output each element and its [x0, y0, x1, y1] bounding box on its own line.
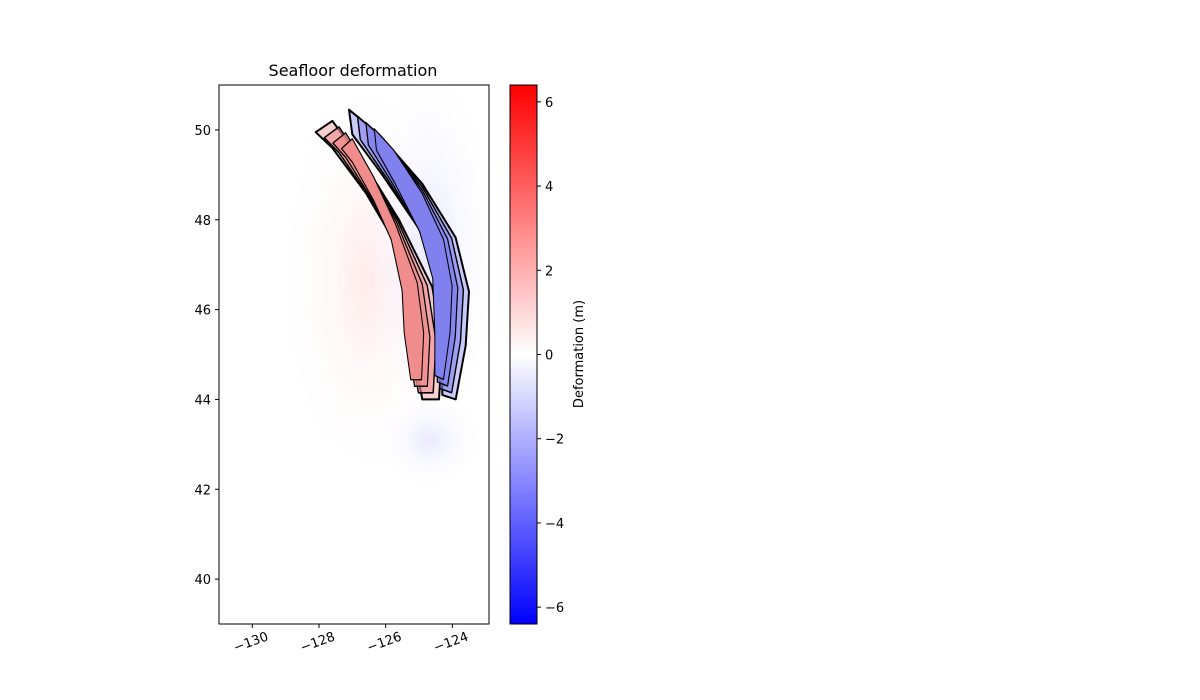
colorbar-tick-label: −6 [545, 601, 564, 616]
y-tick-label: 48 [194, 214, 211, 229]
chart-title: Seafloor deformation [269, 61, 438, 80]
x-tick-label: −124 [432, 630, 471, 656]
colorbar-tick-label: 4 [545, 180, 553, 195]
subsidence-band-contour-4 [373, 128, 453, 381]
subsidence-halo-south [375, 390, 485, 490]
plot-area [219, 85, 489, 624]
colorbar-tick-label: −4 [545, 517, 564, 532]
y-axis: 40 42 44 46 48 50 [194, 124, 219, 588]
colorbar-tick-label: 6 [545, 96, 553, 111]
uplift-band-contour-4 [340, 138, 425, 381]
uplift-band [314, 119, 444, 401]
colorbar-label: Deformation (m) [572, 300, 587, 408]
x-tick-label: −130 [232, 630, 271, 656]
subsidence-band [348, 108, 470, 401]
y-tick-label: 44 [194, 393, 211, 408]
x-axis: −130 −128 −126 −124 [232, 624, 471, 656]
deformation-bands [314, 108, 470, 401]
colorbar-gradient [510, 85, 537, 624]
colorbar-tick-label: 0 [545, 349, 553, 364]
colorbar: −6 −4 −2 0 2 4 6 Deformation (m) [509, 84, 587, 625]
colorbar-tick-label: 2 [545, 264, 553, 279]
x-tick-label: −126 [365, 630, 404, 656]
plot-frame [218, 84, 490, 625]
colorbar-tick-label: −2 [545, 433, 564, 448]
y-tick-label: 40 [194, 573, 211, 588]
y-tick-label: 50 [194, 124, 211, 139]
x-tick-label: −128 [298, 630, 337, 656]
colorbar-ticks: −6 −4 −2 0 2 4 6 [537, 96, 564, 616]
y-tick-label: 42 [194, 483, 211, 498]
y-tick-label: 46 [194, 304, 211, 319]
